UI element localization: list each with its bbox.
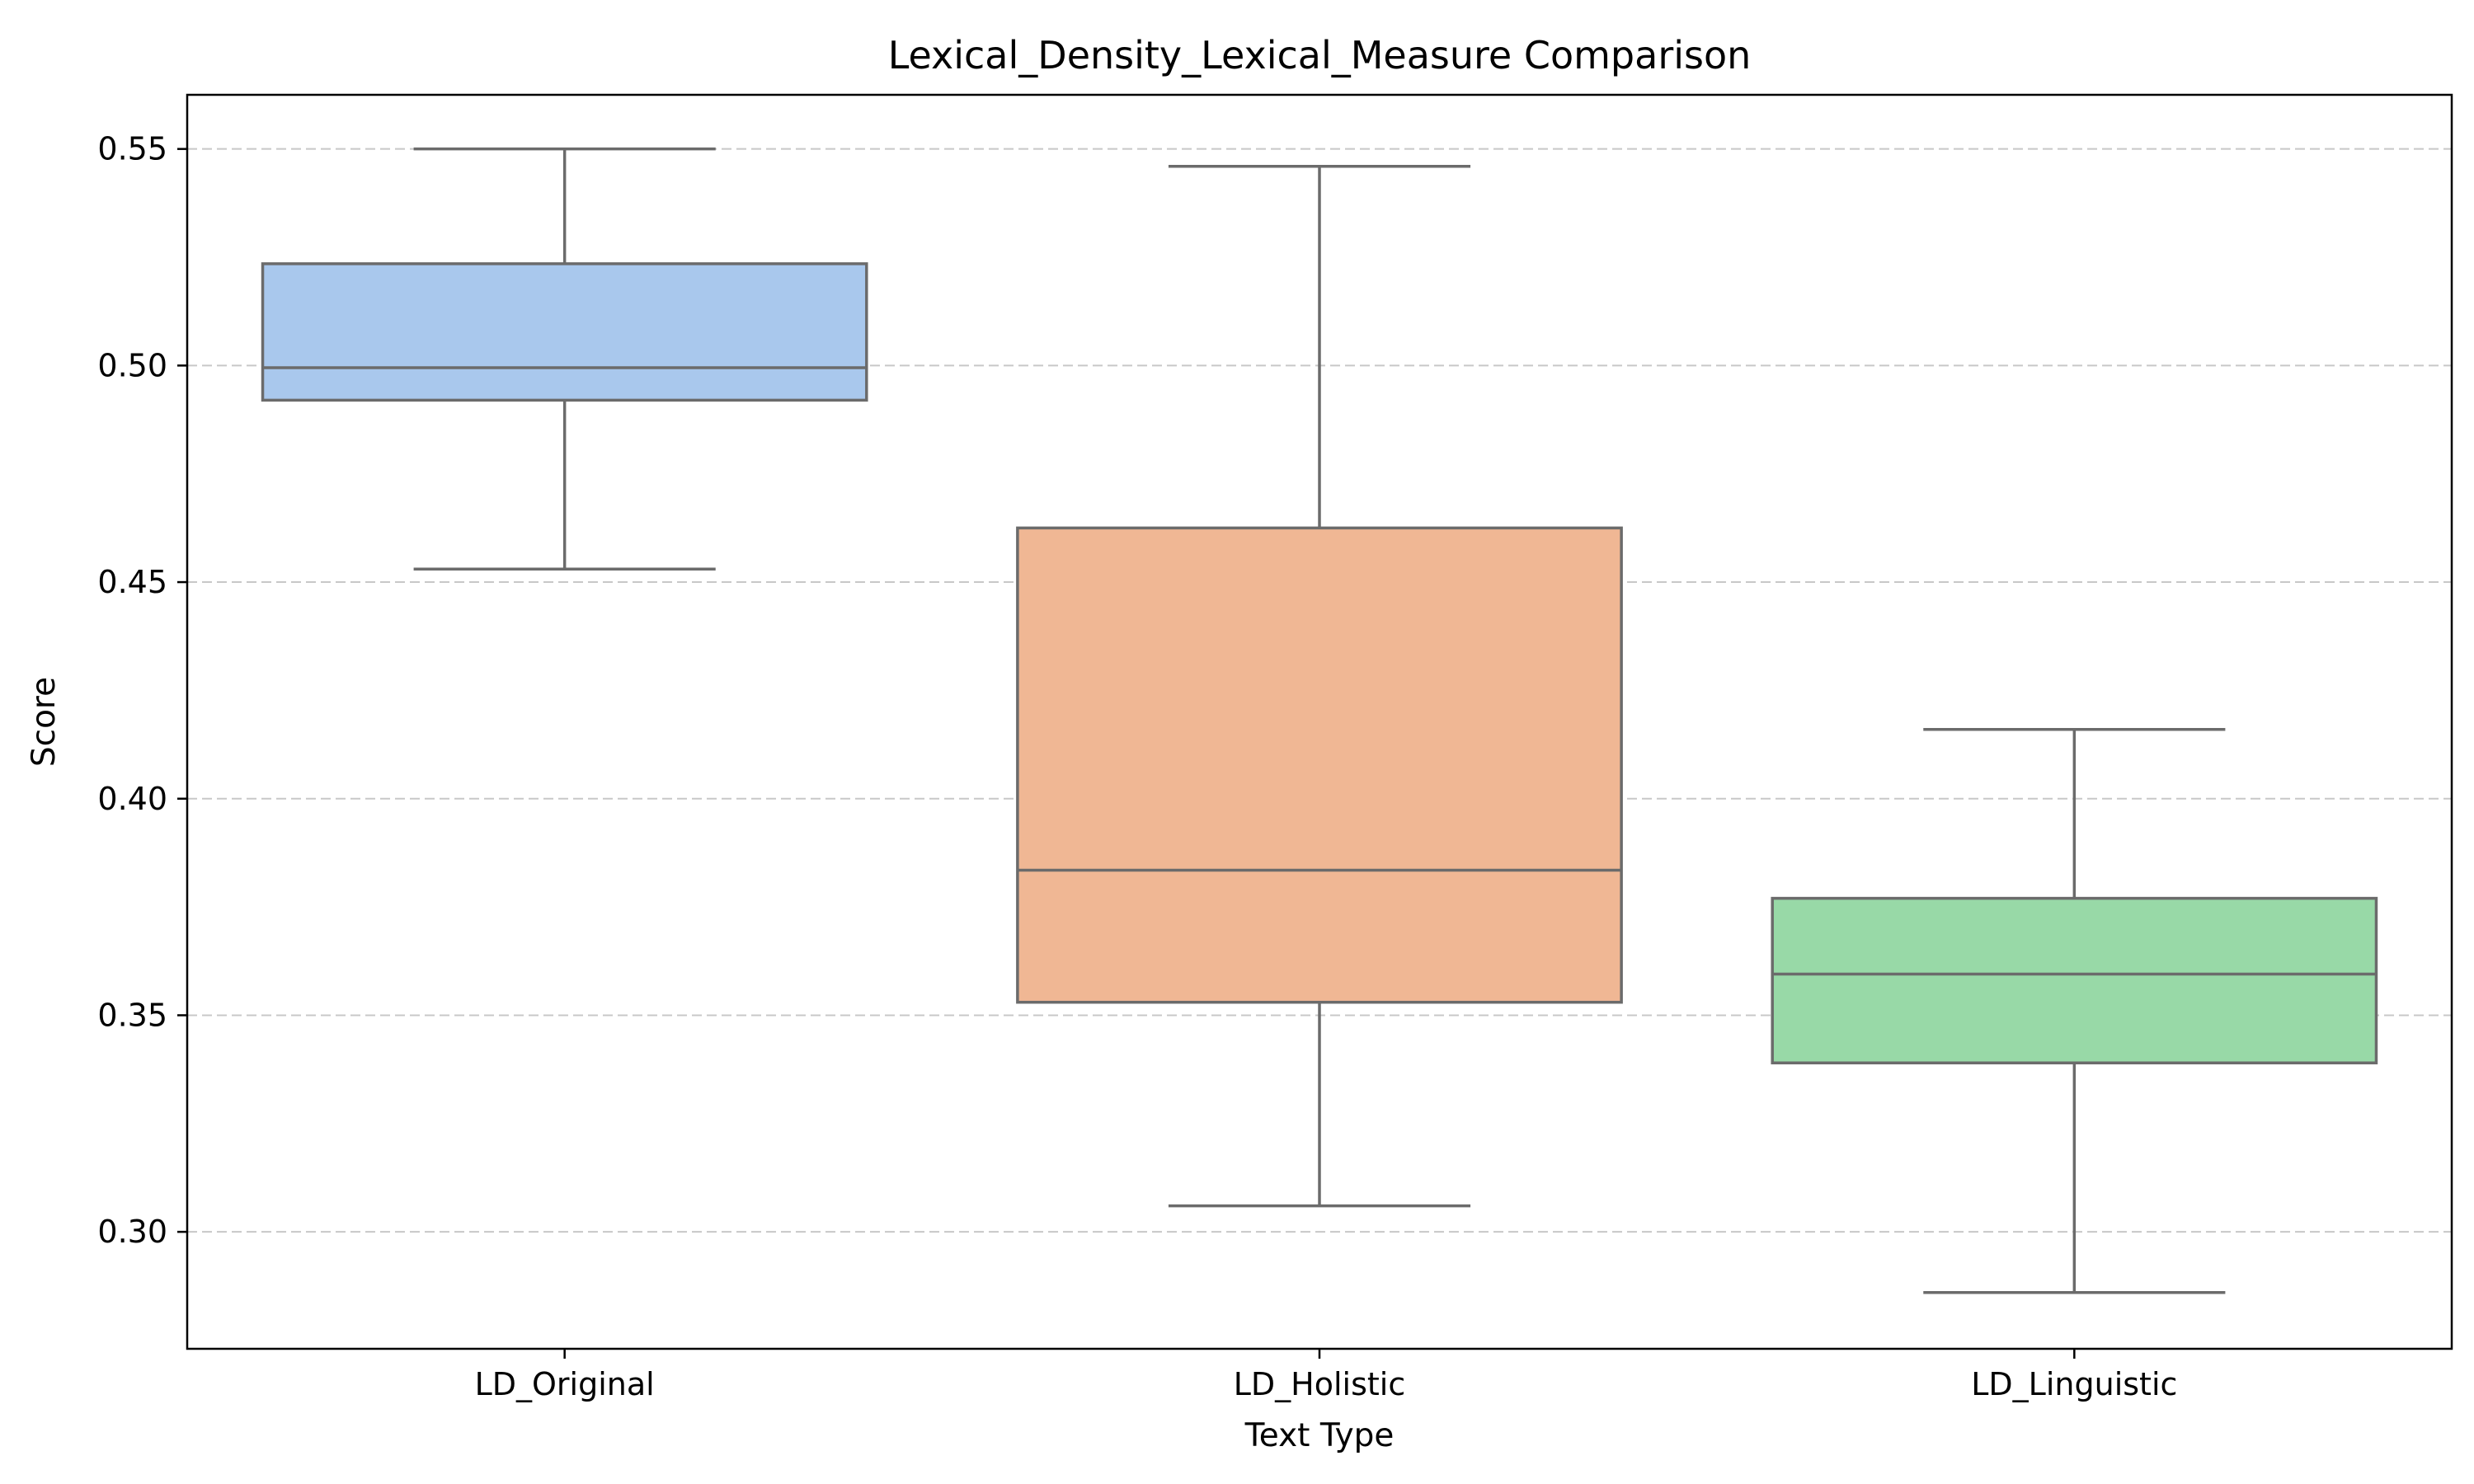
y-axis-title: Score [26,677,63,767]
x-axis-title: Text Type [1244,1417,1395,1454]
iqr-box [1016,526,1623,1004]
chart-title: Lexical_Density_Lexical_Measure Comparis… [888,33,1752,77]
x-axis-ticks: LD_Original LD_Holistic LD_Linguistic [475,1349,2177,1402]
box-ld-holistic [1016,164,1623,1208]
y-tick-label: 0.40 [97,781,167,817]
iqr-box [261,262,868,402]
box-ld-original [261,147,868,571]
x-tick-label: LD_Linguistic [1971,1366,2177,1402]
y-tick-label: 0.45 [97,564,167,600]
box-series [261,147,2378,1294]
y-tick-label: 0.55 [97,131,167,167]
y-axis-ticks: 0.30 0.35 0.40 0.45 0.50 0.55 [97,131,187,1250]
y-tick-label: 0.50 [97,347,167,383]
x-tick-label: LD_Holistic [1234,1366,1406,1402]
iqr-box [1771,896,2378,1064]
x-tick-label: LD_Original [475,1366,655,1402]
y-tick-label: 0.35 [97,997,167,1033]
box-ld-linguistic [1771,727,2378,1294]
y-tick-label: 0.30 [97,1214,167,1250]
